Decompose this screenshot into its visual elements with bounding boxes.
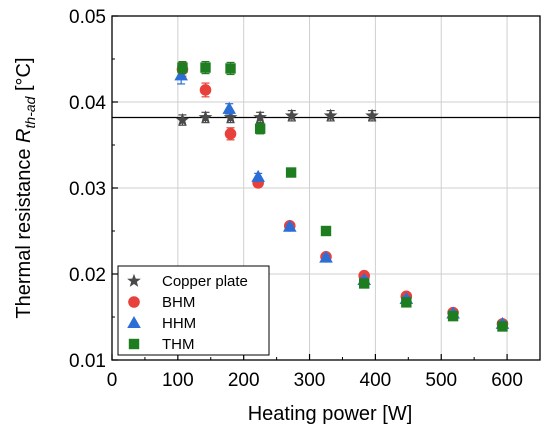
copper-plate-point [323,108,338,122]
legend-label-hhm: HHM [162,315,196,332]
thm-point [401,297,412,308]
x-tick-label: 600 [491,370,523,391]
thm-point [320,225,332,237]
legend-marker-hhm [127,316,141,328]
y-axis-label: Thermal resistance Rth-ad [°C] [13,57,38,318]
legend-label-bhm: BHM [162,294,195,311]
copper-plate-point [198,110,213,124]
hhm-point [251,169,265,182]
thm-point [200,62,211,73]
thm-point [225,63,236,74]
thm-point [285,167,297,178]
y-axis-label-subscript: th-ad [22,95,38,128]
x-tick-label: 500 [425,370,457,391]
copper-plate-point [175,112,190,126]
legend: Copper plate BHM HHM THM [117,265,270,356]
y-tick-label: 0.03 [69,179,106,200]
x-tick-label: 0 [107,370,118,391]
hhm-point [174,68,188,81]
bhm-point [199,84,212,96]
y-axis-label-main: Thermal resistance [13,143,35,319]
thm-point [177,62,188,73]
copper-plate-point [365,108,379,122]
data-points [174,60,510,332]
y-tick-label: 0.02 [69,265,106,286]
x-tick-label: 300 [294,370,326,391]
x-tick-label: 400 [360,370,392,391]
x-tick-label: 200 [228,370,260,391]
copper-plate-point [284,108,299,122]
x-axis-label: Heating power [W] [248,403,413,425]
legend-marker-bhm [128,296,140,308]
x-tick-label: 100 [162,370,194,391]
thm-point [497,321,508,332]
copper-plate-point [223,110,238,124]
hhm-point [282,219,297,232]
y-tick-label: 0.04 [69,93,106,114]
bhm-point [224,128,237,140]
legend-box [117,265,270,356]
thm-point [447,310,459,322]
hhm-point [319,250,333,263]
legend-label-thm: THM [162,336,195,353]
y-axis-label-unit: [°C] [13,57,35,96]
y-tick-label: 0.05 [69,7,106,28]
hhm-point [222,101,237,114]
y-axis-label-symbol: R [13,128,35,142]
thm-point [358,278,370,289]
copper-plate-point [253,110,267,124]
legend-label-copper-plate: Copper plate [162,273,248,290]
thm-point [254,123,266,134]
legend-marker-thm [128,338,140,350]
axis-ticks: 0 100 200 300 400 500 600 0.01 0.02 0.03 0.04 0.05 [69,7,523,391]
y-tick-label: 0.01 [69,351,106,372]
legend-marker-copper-plate [127,273,141,287]
